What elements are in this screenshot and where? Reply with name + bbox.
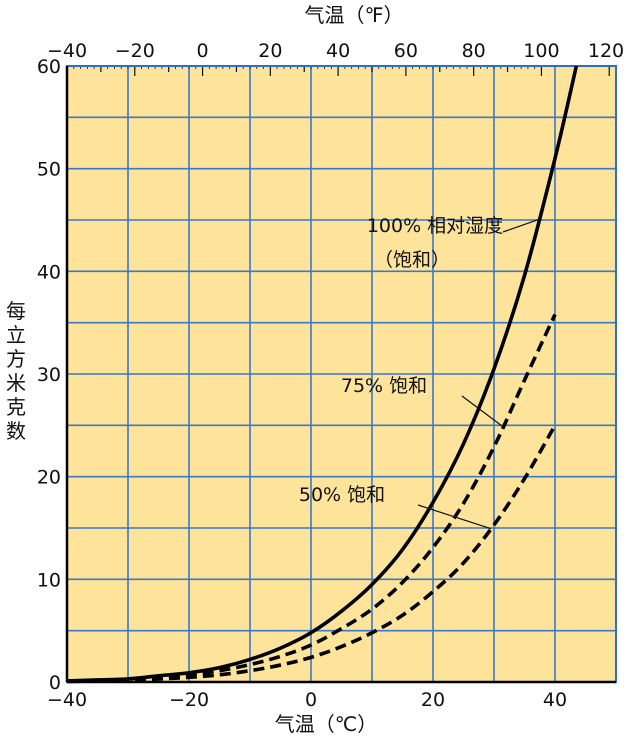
y-axis-title-char: 数 — [6, 419, 26, 443]
y-tick-label: 60 — [37, 56, 61, 78]
x-top-tick-label: 60 — [394, 40, 418, 62]
annotation-100-line2: （饱和） — [374, 249, 450, 271]
leader-line-2 — [417, 504, 492, 530]
y-tick-label: 20 — [37, 467, 61, 489]
annotation-50: 50% 饱和 — [299, 484, 385, 506]
annotation-leaders — [417, 218, 540, 530]
x-top-tick-label: 0 — [197, 40, 209, 62]
annotation-75: 75% 饱和 — [341, 375, 427, 397]
y-axis-title-char: 每 — [6, 299, 26, 323]
x-top-tick-labels: −40 −20 0 20 40 60 80 100 120 — [47, 40, 624, 62]
x-top-tick-label: −40 — [47, 40, 87, 62]
x-tick-label: −40 — [47, 689, 87, 711]
x-top-tick-label: 120 — [588, 40, 624, 62]
series-lines — [66, 65, 579, 684]
x-tick-label: 40 — [543, 689, 567, 711]
x-top-tick-label: 20 — [258, 40, 282, 62]
y-axis-title-char: 克 — [6, 395, 26, 419]
x-tick-label: 0 — [305, 689, 317, 711]
x-top-tick-label: −20 — [115, 40, 155, 62]
x-axis-title: 气温（℃） — [275, 712, 377, 736]
series-line-2 — [66, 424, 557, 684]
y-tick-label: 50 — [37, 159, 61, 181]
y-axis-title-char: 立 — [6, 323, 26, 347]
y-tick-label: 30 — [37, 364, 61, 386]
y-tick-label: 10 — [37, 569, 61, 591]
leader-line-0 — [502, 218, 540, 233]
y-tick-label: 40 — [37, 261, 61, 283]
y-axis-title: 每立方米克数 — [6, 299, 26, 443]
annotation-100: 100% 相对湿度 — [367, 215, 503, 237]
y-axis-title-char: 米 — [6, 371, 26, 395]
x-tick-labels: −40 −20 0 20 40 — [47, 689, 567, 711]
series-line-0 — [66, 65, 579, 683]
x-axis-title-top: 气温（℉） — [304, 3, 403, 27]
x-top-tick-label: 40 — [326, 40, 350, 62]
grid-lines — [67, 66, 616, 682]
leader-line-1 — [461, 395, 504, 428]
x-top-tick-label: 100 — [523, 40, 559, 62]
y-axis-title-char: 方 — [6, 347, 26, 371]
x-tick-label: −20 — [169, 689, 209, 711]
y-tick-label: 0 — [49, 672, 61, 694]
x-top-tick-label: 80 — [462, 40, 486, 62]
y-tick-labels: 0 10 20 30 40 50 60 — [37, 56, 61, 694]
series-line-1 — [66, 313, 557, 683]
x-tick-label: 20 — [421, 689, 445, 711]
